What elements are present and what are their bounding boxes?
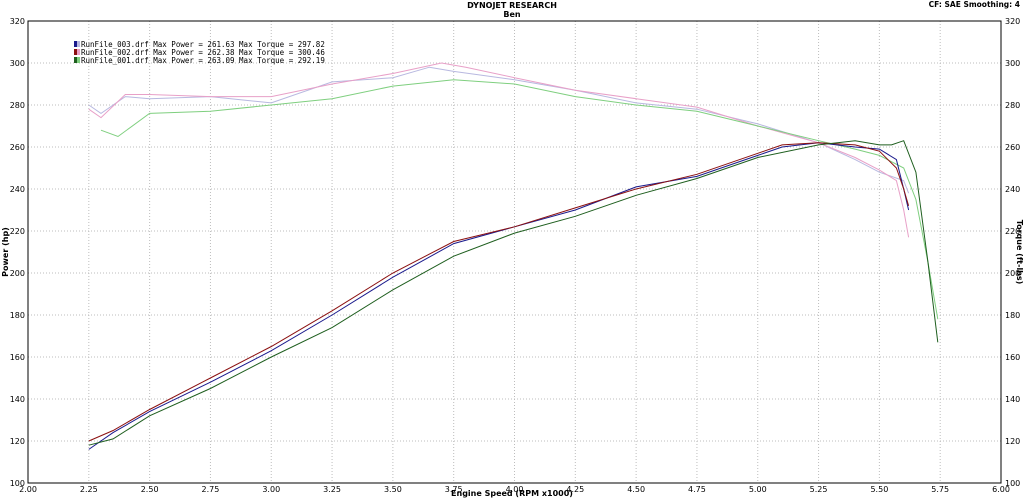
y-tick-label-right: 320 <box>1005 17 1020 26</box>
y-tick-label-right: 260 <box>1005 143 1020 152</box>
torque-line <box>88 66 910 194</box>
y-tick-label-left: 120 <box>10 437 25 446</box>
x-tick-label: 5.75 <box>931 485 949 494</box>
legend-swatch-power <box>74 57 77 63</box>
y-tick-label-right: 280 <box>1005 101 1020 110</box>
y-tick-label-left: 160 <box>10 353 25 362</box>
chart-title: DYNOJET RESEARCH <box>467 1 557 10</box>
legend-swatch-power <box>74 41 77 47</box>
power-line <box>88 140 939 446</box>
y-tick-label-left: 320 <box>10 17 25 26</box>
y-axis-label-left: Power (hp) <box>1 227 10 277</box>
x-tick-label: 5.25 <box>810 485 828 494</box>
y-tick-label-left: 240 <box>10 185 25 194</box>
y-tick-label-right: 200 <box>1005 269 1020 278</box>
x-tick-label: 2.75 <box>202 485 220 494</box>
x-tick-label: 3.50 <box>384 485 402 494</box>
y-axis-label-right: Torque (ft-lbs) <box>1015 220 1024 285</box>
chart-subtitle: Ben <box>503 10 521 19</box>
power-line <box>88 142 910 442</box>
y-tick-label-right: 180 <box>1005 311 1020 320</box>
x-tick-label: 5.00 <box>749 485 767 494</box>
y-tick-label-left: 260 <box>10 143 25 152</box>
legend-swatch-torque <box>77 41 80 47</box>
y-tick-label-left: 100 <box>10 479 25 488</box>
x-tick-label: 2.00 <box>19 485 37 494</box>
x-tick-label: 2.50 <box>141 485 159 494</box>
x-tick-label: 4.25 <box>566 485 584 494</box>
legend-swatch-torque <box>77 49 80 55</box>
correction-factor: CF: SAE Smoothing: 4 <box>929 0 1020 9</box>
torque-line <box>100 79 939 320</box>
y-tick-label-left: 180 <box>10 311 25 320</box>
y-tick-label-left: 140 <box>10 395 25 404</box>
torque-line <box>88 62 910 238</box>
y-tick-label-left: 200 <box>10 269 25 278</box>
y-tick-label-left: 280 <box>10 101 25 110</box>
y-tick-label-left: 300 <box>10 59 25 68</box>
x-tick-label: 6.00 <box>992 485 1010 494</box>
x-tick-label: 4.75 <box>688 485 706 494</box>
y-tick-label-right: 120 <box>1005 437 1020 446</box>
x-tick-label: 4.00 <box>506 485 524 494</box>
x-tick-label: 4.50 <box>627 485 645 494</box>
x-tick-label: 3.00 <box>262 485 280 494</box>
legend-entry: RunFile_002.drf Max Power = 262.38 Max T… <box>81 48 325 57</box>
legend: RunFile_003.drf Max Power = 261.63 Max T… <box>74 40 325 65</box>
legend-swatch-power <box>74 49 77 55</box>
x-axis-label: Engine Speed (RPM x1000) <box>451 489 573 498</box>
legend-entry: RunFile_003.drf Max Power = 261.63 Max T… <box>81 40 325 49</box>
x-tick-label: 3.75 <box>445 485 463 494</box>
x-tick-label: 3.25 <box>323 485 341 494</box>
grid <box>27 20 1002 484</box>
y-tick-label-right: 100 <box>1005 479 1020 488</box>
series-lines <box>88 62 939 450</box>
legend-entry: RunFile_001.drf Max Power = 263.09 Max T… <box>81 56 325 65</box>
y-tick-label-right: 140 <box>1005 395 1020 404</box>
plot-frame <box>27 20 1002 484</box>
y-tick-label-right: 160 <box>1005 353 1020 362</box>
x-tick-label: 2.25 <box>80 485 98 494</box>
tick-labels: 2.00 2.25 2.50 2.75 3.00 3.25 3.50 3.75 4.00 4.25… <box>10 17 1021 494</box>
x-tick-label: 5.50 <box>870 485 888 494</box>
legend-swatch-torque <box>77 57 80 63</box>
y-tick-label-right: 240 <box>1005 185 1020 194</box>
y-tick-label-right: 220 <box>1005 227 1020 236</box>
y-tick-label-right: 300 <box>1005 59 1020 68</box>
y-tick-label-left: 220 <box>10 227 25 236</box>
